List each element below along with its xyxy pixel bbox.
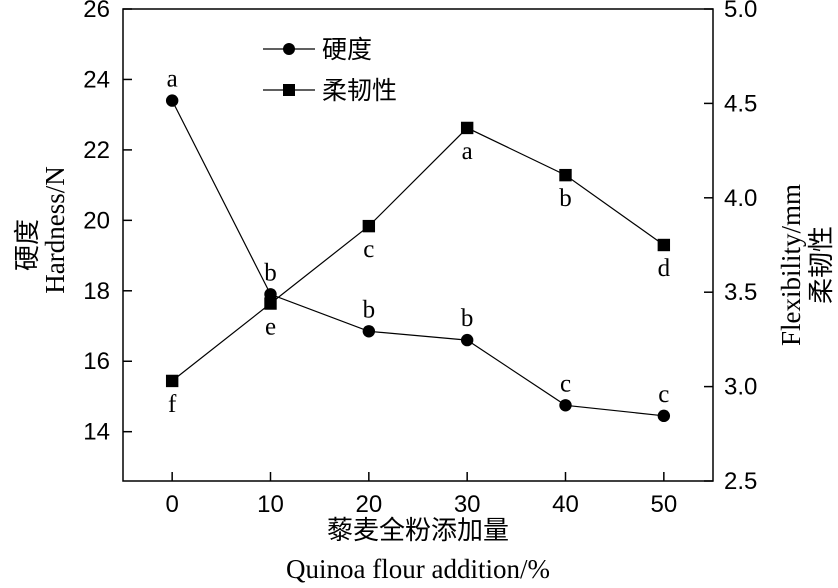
markers-layer <box>165 94 671 423</box>
hardness-significance-label: a <box>167 66 178 93</box>
y-right-tick-label: 5.0 <box>724 0 757 23</box>
hardness-significance-label: b <box>461 305 474 332</box>
flexibility-point <box>165 374 179 388</box>
y-left-tick-label: 26 <box>83 0 110 23</box>
series-line-hardness <box>171 100 664 417</box>
hardness-point <box>165 94 179 107</box>
plot-frame <box>122 8 714 482</box>
y-left-tick-label: 22 <box>83 137 110 164</box>
legend: 硬度 柔韧性 <box>263 35 397 105</box>
labels-layer: a b b b c c f e c a b d <box>167 66 671 418</box>
flexibility-significance-label: d <box>658 255 671 282</box>
flexibility-significance-label: a <box>462 138 473 165</box>
x-tick-label: 10 <box>257 491 284 518</box>
y-left-tick-label: 14 <box>83 419 110 446</box>
flexibility-significance-label: e <box>265 314 276 341</box>
hardness-point <box>460 333 474 347</box>
x-tick-label: 0 <box>165 491 178 518</box>
y-left-tick-label: 16 <box>83 348 110 375</box>
flexibility-point <box>559 168 572 182</box>
series-line-flexibility <box>171 127 665 382</box>
x-tick-label: 50 <box>650 491 677 518</box>
x-tick-label: 40 <box>552 491 579 518</box>
hardness-significance-label: c <box>658 381 669 408</box>
hardness-point <box>362 325 376 338</box>
y-left-tick-label: 18 <box>83 278 110 305</box>
y-right-tick-label: 4.5 <box>724 90 757 117</box>
y-left-tick-label: 24 <box>83 66 110 93</box>
y-left-title-cn: 硬度 <box>13 219 43 271</box>
flexibility-point <box>460 121 474 135</box>
flexibility-point <box>362 219 376 233</box>
y-right-tick-label: 3.5 <box>724 279 757 306</box>
y-right-tick-label: 4.0 <box>724 185 757 212</box>
lines-layer <box>171 100 665 417</box>
hardness-significance-label: c <box>560 370 571 397</box>
y-right-title-cn: 柔韧性 <box>807 226 837 304</box>
x-axis-title-en: Quinoa flour addition/% <box>286 554 550 584</box>
flexibility-point <box>264 297 277 310</box>
legend-label-hardness: 硬度 <box>322 35 372 64</box>
flexibility-significance-label: b <box>559 185 572 212</box>
hardness-significance-label: b <box>264 259 277 286</box>
y-right-tick-label: 3.0 <box>724 374 757 401</box>
y-left-title-en: Hardness/N <box>40 166 70 293</box>
ticks-layer: 0 10 20 30 40 50 14 16 18 20 22 24 26 2.5 3.0 3.5 4.0 4.5… <box>83 0 757 518</box>
legend-marker-square <box>283 84 295 96</box>
flexibility-significance-label: f <box>168 391 177 418</box>
x-axis-title-cn: 藜麦全粉添加量 <box>327 516 509 546</box>
hardness-point <box>657 409 671 423</box>
flexibility-significance-label: c <box>363 236 374 263</box>
x-tick-label: 20 <box>355 491 382 518</box>
y-right-tick-label: 2.5 <box>724 468 757 495</box>
y-right-title-en: Flexibility/mm <box>776 184 806 346</box>
flexibility-point <box>657 238 671 252</box>
legend-marker-circle <box>283 43 295 55</box>
x-tick-label: 30 <box>454 491 481 518</box>
legend-label-flexibility: 柔韧性 <box>322 76 397 105</box>
hardness-significance-label: b <box>363 296 376 323</box>
y-left-tick-label: 20 <box>83 207 110 234</box>
hardness-point <box>559 399 572 412</box>
